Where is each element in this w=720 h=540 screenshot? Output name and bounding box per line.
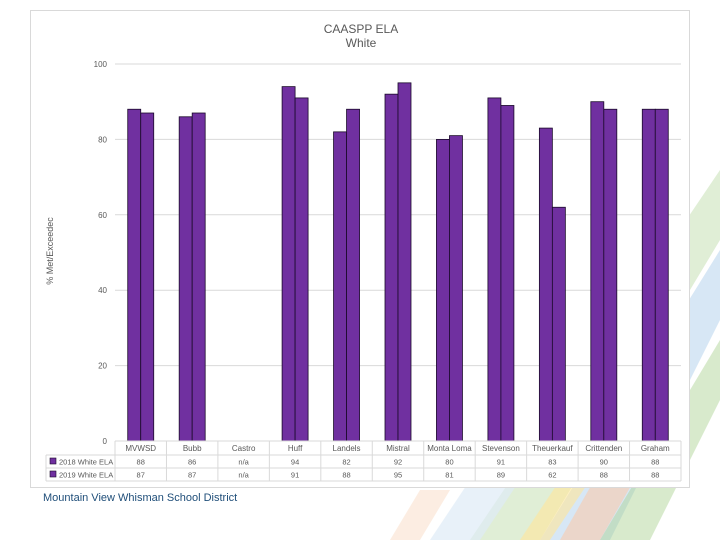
- table-value: n/a: [238, 471, 249, 480]
- bar-2019: [654, 108, 669, 442]
- category-label: Graham: [641, 444, 670, 453]
- y-tick-label: 0: [103, 437, 108, 446]
- y-tick-label: 20: [98, 362, 107, 371]
- table-value: 88: [137, 458, 145, 467]
- legend-key: [49, 457, 57, 465]
- bar-2018: [436, 138, 450, 442]
- table-value: 89: [497, 471, 505, 480]
- table-value: 88: [651, 471, 659, 480]
- bar-2018: [641, 108, 656, 442]
- table-value: 87: [137, 471, 145, 480]
- table-value: 94: [291, 458, 299, 467]
- bar-2018: [178, 116, 193, 442]
- y-axis-label: % Met/Exceedec: [45, 217, 55, 285]
- bar-2019: [346, 108, 360, 442]
- bar-2019: [140, 112, 155, 442]
- bar-2019: [397, 82, 412, 442]
- table-value: 80: [445, 458, 453, 467]
- category-label: Monta Loma: [427, 444, 472, 453]
- legend-label: 2019 White ELA: [59, 471, 113, 480]
- bar-2019: [551, 206, 566, 442]
- legend-label: 2018 White ELA: [59, 458, 113, 467]
- bar-2019: [294, 97, 309, 442]
- y-tick-label: 100: [94, 60, 108, 69]
- bar-2018: [127, 108, 142, 442]
- table-value: 91: [497, 458, 505, 467]
- table-value: 62: [548, 471, 556, 480]
- category-label: Huff: [288, 444, 303, 453]
- table-value: 82: [342, 458, 350, 467]
- category-label: Landels: [333, 444, 361, 453]
- footer-text: Mountain View Whisman School District: [43, 492, 238, 504]
- category-label: Crittenden: [585, 444, 622, 453]
- bar-2019: [500, 105, 515, 442]
- table-value: 90: [600, 458, 608, 467]
- bar-2019: [603, 108, 618, 442]
- y-tick-label: 60: [98, 211, 107, 220]
- table-value: 92: [394, 458, 402, 467]
- chart-frame: CAASPP ELA White 0 20 40 60 80 100 % Met/Exceede…: [30, 10, 690, 488]
- y-tick-label: 80: [98, 135, 107, 144]
- chart-subtitle: White: [346, 36, 377, 50]
- table-value: 83: [548, 458, 556, 467]
- category-label: Theuerkauf: [532, 444, 573, 453]
- table-value: 86: [188, 458, 196, 467]
- table-value: 95: [394, 471, 402, 480]
- category-label: MVWSD: [125, 444, 156, 453]
- category-label: Bubb: [183, 444, 202, 453]
- bar-2018: [384, 93, 399, 442]
- bar-2018: [538, 127, 553, 442]
- bar-2018: [281, 86, 296, 442]
- bar-2019: [191, 112, 206, 442]
- bar-2018: [333, 131, 347, 442]
- table-value: 88: [651, 458, 659, 467]
- bar-2018: [487, 97, 502, 442]
- chart-title: CAASPP ELA: [324, 22, 398, 36]
- category-label: Stevenson: [482, 444, 520, 453]
- category-label: Castro: [232, 444, 256, 453]
- table-value: 88: [600, 471, 608, 480]
- category-label: Mistral: [386, 444, 410, 453]
- table-value: 88: [342, 471, 350, 480]
- y-tick-label: 40: [98, 286, 107, 295]
- bar-2018: [590, 101, 605, 442]
- bar-2019: [449, 135, 463, 442]
- table-value: 87: [188, 471, 196, 480]
- table-value: 81: [445, 471, 453, 480]
- table-value: 91: [291, 471, 299, 480]
- table-value: n/a: [238, 458, 249, 467]
- legend-key: [49, 470, 57, 478]
